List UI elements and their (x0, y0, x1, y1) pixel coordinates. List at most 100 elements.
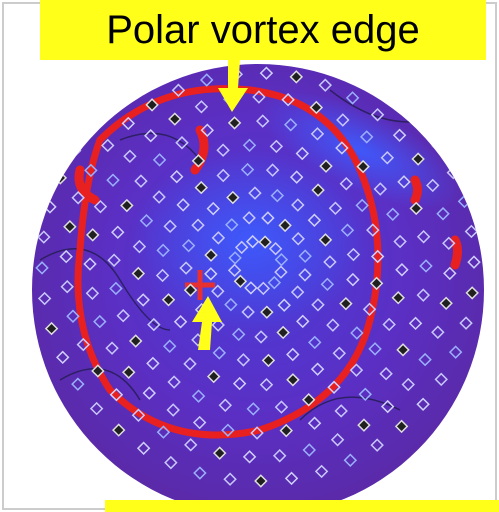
station-marker (261, 211, 275, 225)
station-marker (242, 138, 257, 153)
station-marker (152, 190, 166, 204)
station-marker (204, 248, 218, 262)
station-marker (274, 265, 288, 279)
station-marker (211, 318, 225, 332)
station-marker (168, 112, 182, 126)
station-marker (340, 223, 355, 237)
station-marker (105, 341, 119, 355)
station-marker (394, 419, 409, 434)
station-marker (350, 326, 364, 340)
station-marker (302, 443, 316, 457)
station-marker (397, 175, 411, 189)
station-marker (443, 266, 457, 281)
station-marker (83, 257, 97, 271)
station-marker (240, 162, 255, 177)
station-marker (216, 168, 230, 183)
station-marker (290, 285, 305, 299)
station-marker (311, 298, 325, 312)
station-marker (373, 182, 388, 196)
station-marker (156, 425, 171, 439)
station-marker (191, 154, 206, 168)
station-marker (107, 253, 121, 267)
station-marker (359, 130, 374, 144)
station-marker (310, 362, 325, 376)
station-marker (391, 290, 405, 305)
station-marker (227, 263, 242, 278)
station-marker (286, 347, 300, 362)
station-marker (307, 213, 322, 227)
station-marker (408, 316, 423, 331)
station-marker (307, 416, 322, 430)
station-marker (144, 128, 158, 143)
station-marker (289, 70, 304, 84)
station-marker (170, 169, 184, 184)
station-marker (396, 343, 410, 357)
station-marker (418, 352, 432, 367)
station-marker (71, 191, 85, 205)
station-marker (296, 314, 310, 329)
station-marker (254, 330, 268, 344)
station-marker (121, 116, 136, 131)
station-marker (162, 339, 177, 353)
station-marker (241, 305, 255, 319)
station-marker (431, 325, 445, 339)
station-marker (200, 73, 214, 87)
station-marker (392, 128, 407, 143)
station-marker (370, 438, 384, 452)
station-marker (310, 127, 325, 141)
station-marker (85, 286, 100, 300)
station-marker (155, 268, 170, 283)
station-marker (332, 346, 346, 361)
station-marker (194, 100, 209, 114)
station-marker (283, 118, 298, 132)
station-marker (232, 376, 247, 391)
station-marker (166, 403, 180, 417)
station-marker (134, 174, 148, 188)
station-marker (116, 308, 130, 323)
station-marker (311, 183, 325, 197)
station-marker (274, 252, 289, 267)
station-marker (132, 239, 147, 254)
station-marker (395, 263, 409, 277)
station-marker (145, 98, 159, 112)
station-marker (336, 113, 350, 127)
station-marker (86, 118, 100, 133)
station-marker (448, 345, 463, 359)
station-marker (366, 223, 380, 237)
station-marker (276, 325, 290, 340)
station-marker (434, 372, 448, 387)
station-marker (132, 78, 146, 92)
station-marker (175, 135, 189, 150)
station-marker (131, 408, 146, 422)
station-marker (223, 472, 237, 486)
station-marker (183, 283, 198, 297)
station-marker (93, 199, 108, 214)
station-marker (258, 235, 272, 249)
station-marker (233, 274, 248, 289)
station-marker (346, 247, 361, 262)
station-marker (416, 230, 431, 244)
station-marker (171, 83, 186, 97)
station-marker (146, 356, 160, 371)
station-marker (86, 228, 100, 242)
station-marker (308, 335, 322, 350)
station-marker (84, 163, 98, 178)
station-marker (211, 284, 225, 298)
station-marker (181, 238, 196, 253)
station-marker (286, 373, 300, 387)
station-marker (323, 255, 337, 269)
station-marker (416, 397, 430, 412)
station-marker (270, 188, 285, 203)
station-marker (184, 438, 198, 452)
station-marker (426, 178, 440, 193)
station-marker (242, 450, 257, 464)
station-marker (109, 281, 123, 296)
station-marker (211, 231, 226, 245)
station-marker (206, 201, 220, 216)
station-marker (256, 114, 270, 128)
annotation-label: Polar vortex edge (40, 0, 486, 60)
station-marker (200, 123, 215, 137)
station-marker (281, 93, 295, 107)
station-marker (250, 426, 264, 440)
